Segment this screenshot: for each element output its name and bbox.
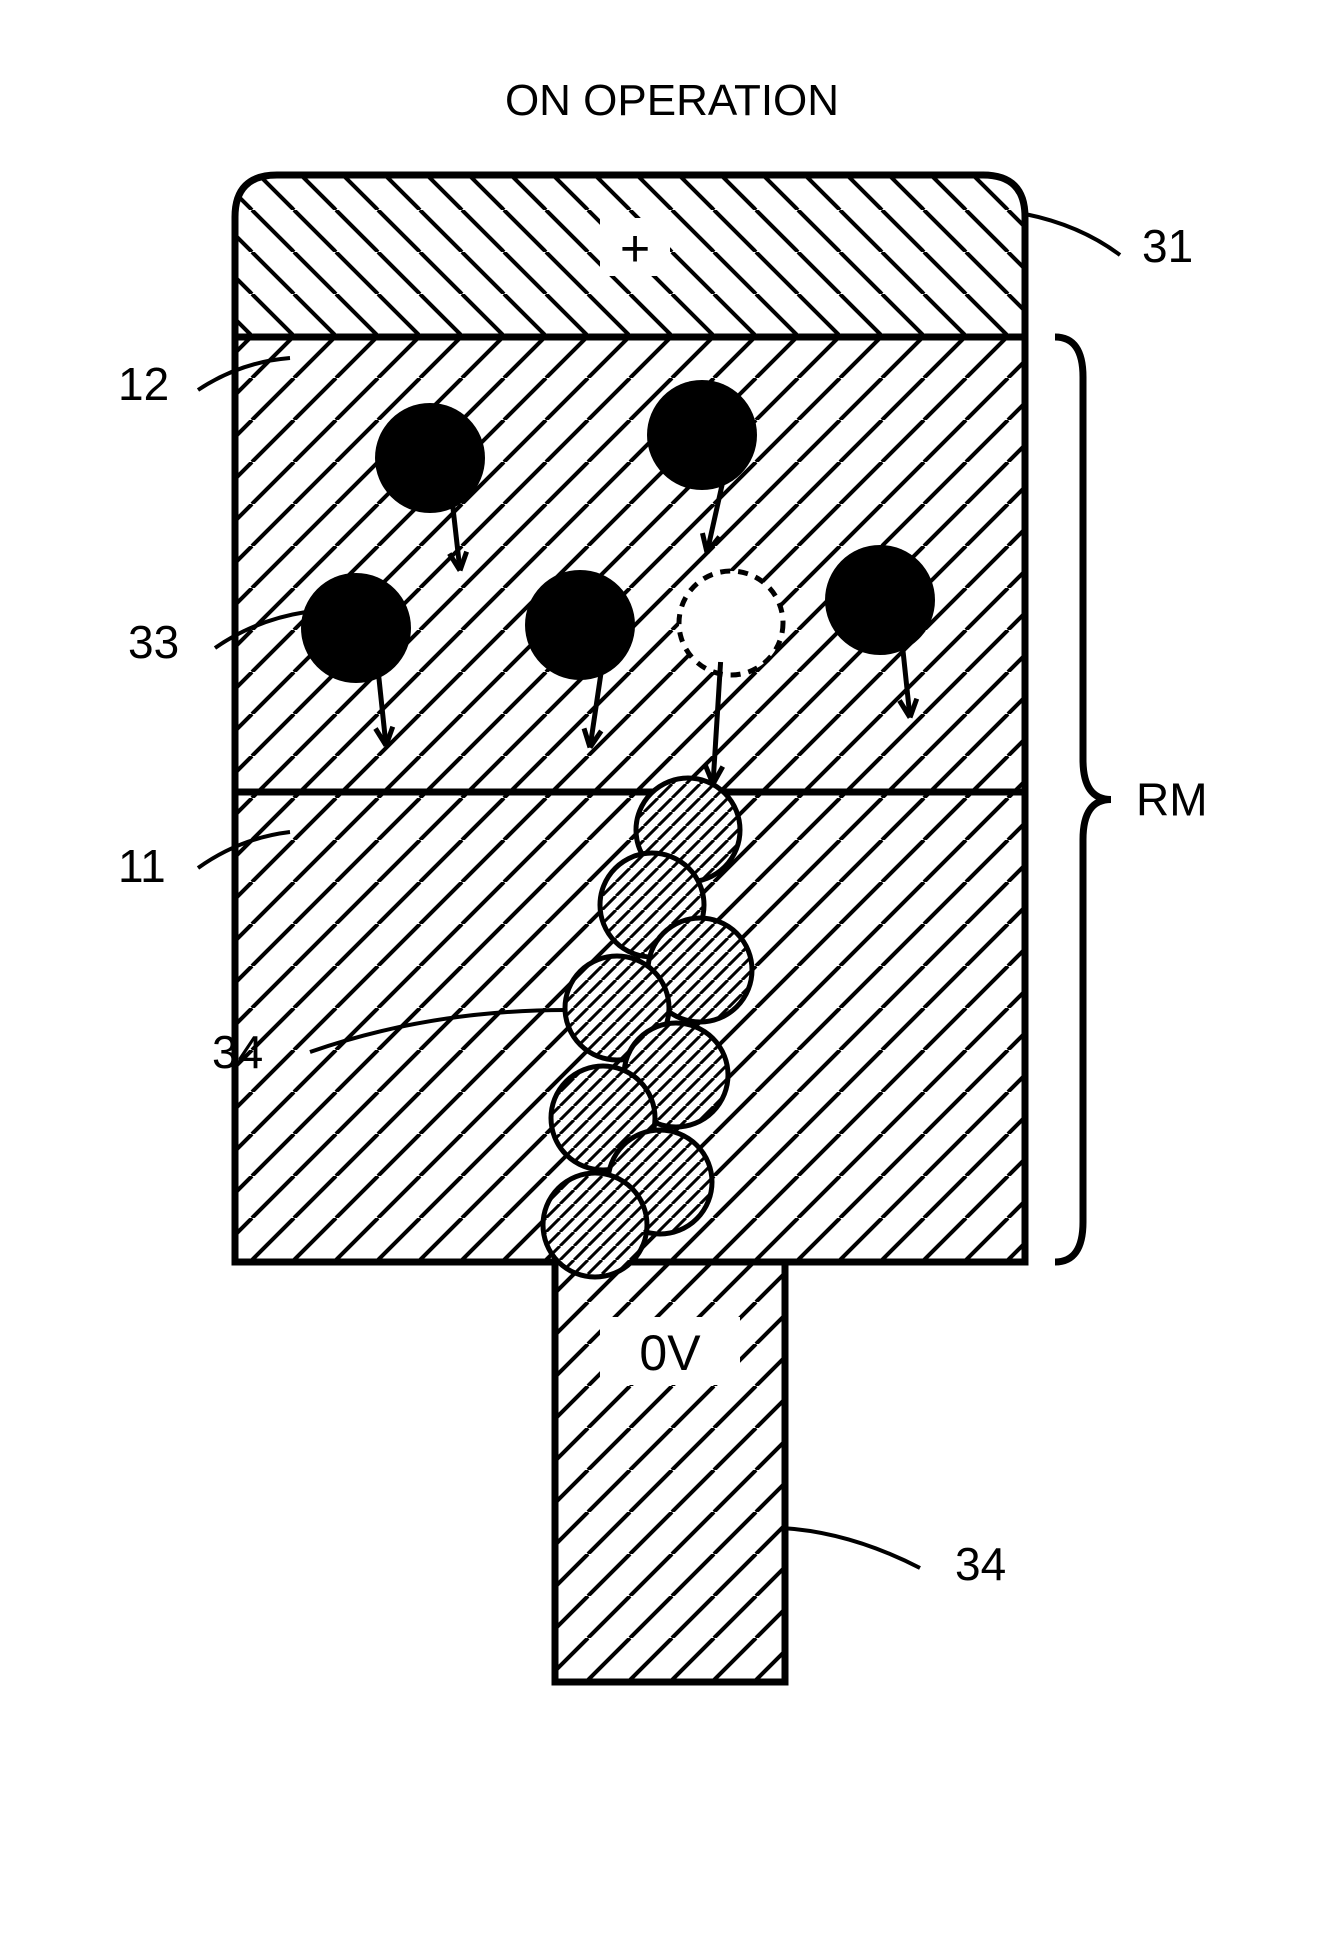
label-top_electrode: 31 [1142, 220, 1193, 272]
leader-line [1025, 214, 1120, 255]
zero-v-label: 0V [639, 1325, 701, 1381]
label-bottom_electrode: 34 [955, 1538, 1006, 1590]
ion [525, 570, 635, 680]
ion [301, 573, 411, 683]
label-lower_layer: 11 [118, 840, 166, 892]
label-filament: 34 [212, 1026, 263, 1078]
ion-vacancy [679, 571, 783, 675]
rm-label: RM [1136, 774, 1208, 826]
ion [825, 545, 935, 655]
leader-line [782, 1528, 920, 1568]
title: ON OPERATION [505, 76, 839, 125]
ion [647, 380, 757, 490]
ion [375, 403, 485, 513]
label-ion: 33 [128, 616, 179, 668]
brace [1055, 337, 1111, 1262]
diagram-svg: ON OPERATION +0V RM 31 12 33 11 34 34 [0, 0, 1344, 1941]
filament-atom [543, 1173, 647, 1277]
plus-label: + [620, 220, 650, 278]
label-upper_layer: 12 [118, 358, 169, 410]
